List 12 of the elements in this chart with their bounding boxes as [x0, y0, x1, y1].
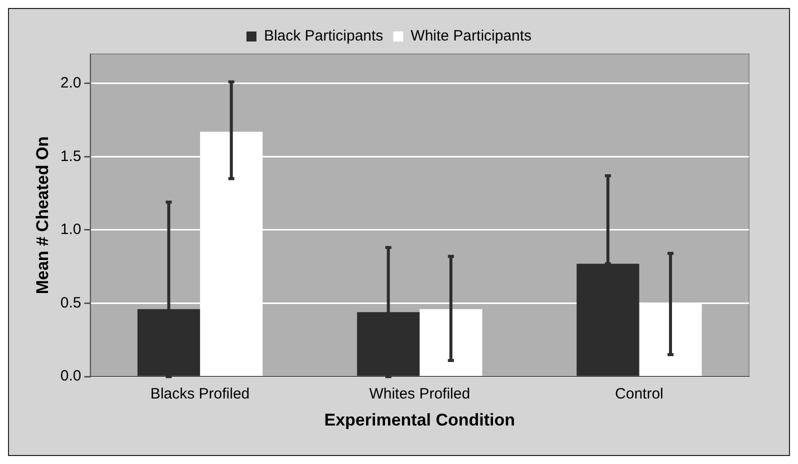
x-tick-label: Blacks Profiled — [150, 386, 250, 403]
x-tick-label: Whites Profiled — [369, 386, 470, 403]
y-tick-label: 1.5 — [60, 148, 82, 165]
y-tick-label: 2.0 — [60, 74, 82, 92]
y-axis-title: Mean # Cheated On — [32, 136, 52, 294]
y-tick-label: 1.0 — [60, 221, 82, 238]
x-axis-title: Experimental Condition — [324, 410, 516, 430]
legend-label: White Participants — [410, 28, 532, 45]
y-tick-label: 0.0 — [60, 368, 82, 385]
legend-label: Black Participants — [264, 28, 384, 45]
y-tick-label: 0.5 — [60, 294, 82, 312]
x-tick-label: Control — [615, 386, 664, 403]
